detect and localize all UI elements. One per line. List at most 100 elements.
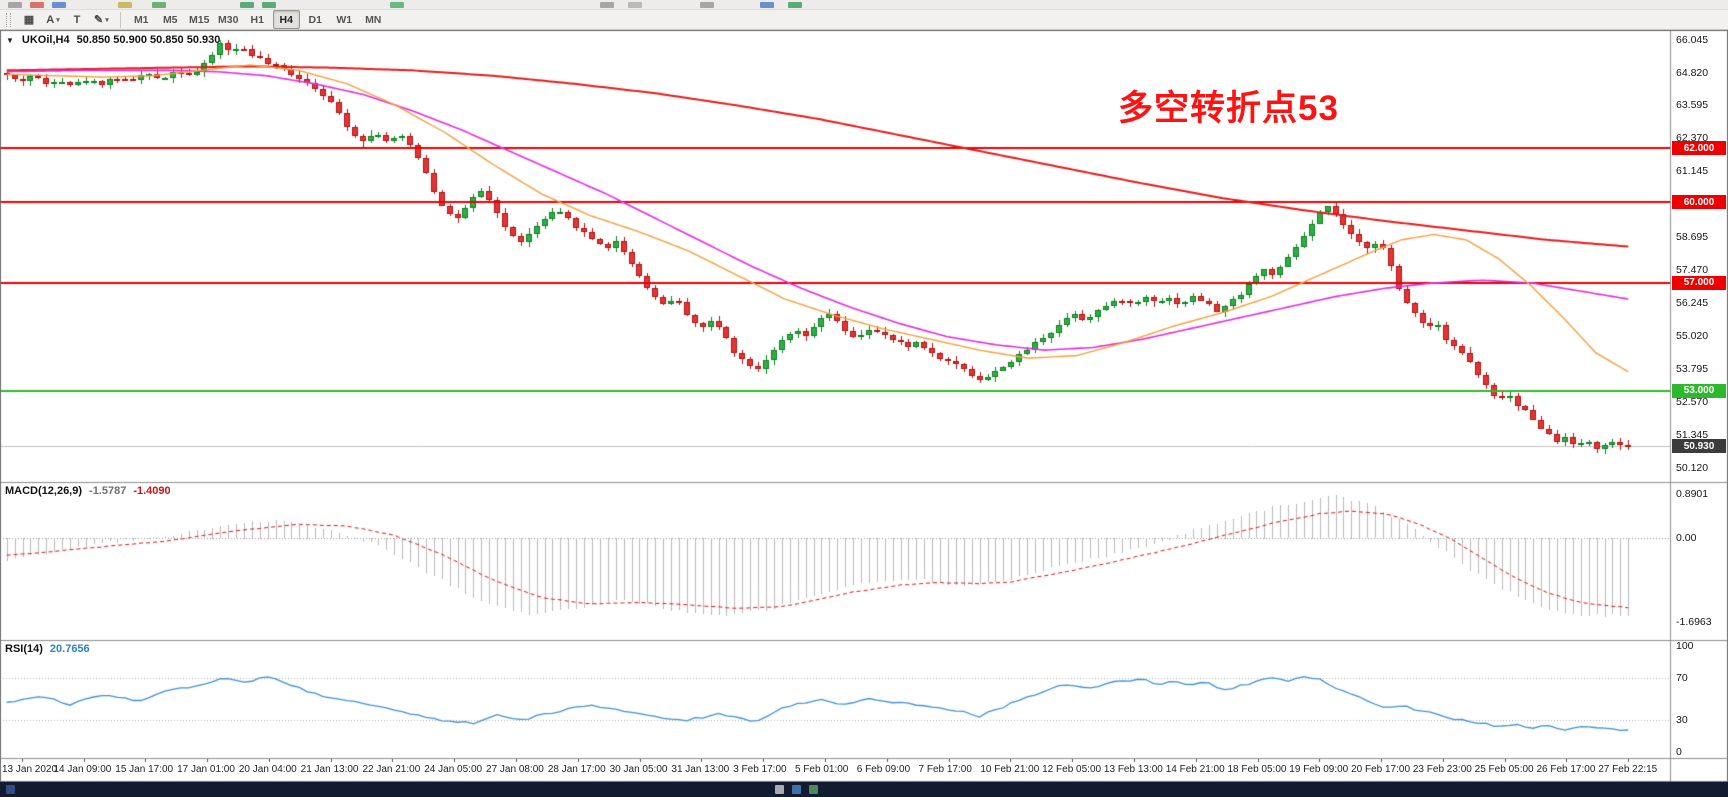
- time-axis-label: 31 Jan 13:00: [671, 764, 730, 775]
- price-axis-label: 57.470: [1676, 264, 1709, 277]
- toolbar-row-line-studies: ▦ A ▾ T ✎ ▾ M1 M5 M15 M30 H1 H4 D1 W1 MN: [0, 9, 1728, 30]
- draw-tool-icon: ✎: [94, 14, 104, 26]
- rsi-scale-label: 30: [1676, 714, 1688, 727]
- taskbar-icon[interactable]: [809, 785, 818, 794]
- time-axis-label: 20 Jan 04:00: [238, 764, 297, 775]
- timeframe-button-M30[interactable]: M30: [215, 10, 242, 29]
- price-axis-label: 64.820: [1676, 66, 1709, 79]
- toolbar: ▦ A ▾ T ✎ ▾ M1 M5 M15 M30 H1 H4 D1 W1 MN: [0, 0, 1728, 30]
- toolbar-row-clipped-icons: [0, 0, 1728, 10]
- label-tool-icon: T: [73, 13, 81, 26]
- clipped-toolbar-icon-fragment: [700, 2, 714, 8]
- macd-signal-value: -1.4090: [133, 485, 171, 497]
- text-tool-icon: A: [46, 13, 55, 26]
- price-chart-canvas[interactable]: [0, 30, 1728, 782]
- text-tool-button[interactable]: A ▾: [42, 10, 64, 29]
- timeframe-button-H4[interactable]: H4: [272, 10, 300, 29]
- timeframe-button-M1[interactable]: M1: [128, 10, 155, 29]
- price-axis-label: 63.595: [1676, 99, 1709, 112]
- current-price-badge: 50.930: [1672, 439, 1726, 454]
- time-axis-label: 14 Feb 21:00: [1165, 764, 1225, 775]
- dropdown-arrow-icon: ▾: [105, 16, 109, 24]
- timeframe-button-H1[interactable]: H1: [244, 10, 271, 29]
- clipped-toolbar-icon-fragment: [788, 2, 802, 8]
- timeframe-button-M15[interactable]: M15: [186, 10, 213, 29]
- taskbar-icon[interactable]: [6, 785, 15, 794]
- time-axis-label: 30 Jan 05:00: [609, 764, 668, 775]
- toolbar-separator: [119, 11, 121, 28]
- clipped-toolbar-icon-fragment: [600, 2, 614, 8]
- time-axis-label: 13 Jan 2020: [2, 764, 58, 775]
- time-axis-label: 10 Feb 21:00: [980, 764, 1040, 775]
- time-axis-label: 14 Jan 09:00: [53, 764, 112, 775]
- hline-price-badge: 60.000: [1672, 195, 1726, 210]
- time-axis-label: 23 Feb 23:00: [1412, 764, 1472, 775]
- hline-price-badge: 53.000: [1672, 383, 1726, 398]
- rsi-indicator-label: RSI(14) 20.7656: [5, 643, 90, 655]
- hatch-grid-tool-button[interactable]: ▦: [18, 10, 40, 29]
- price-axis-label: 55.020: [1676, 330, 1709, 343]
- draw-tool-button[interactable]: ✎ ▾: [90, 10, 113, 29]
- chart-symbol-label: ▼ UKOil,H4 50.850 50.900 50.850 50.930: [6, 34, 220, 46]
- time-axis-label: 18 Feb 05:00: [1227, 764, 1287, 775]
- timeframe-button-group: M1 M5 M15 M30 H1 H4 D1 W1 MN: [127, 10, 388, 29]
- time-axis-label: 7 Feb 17:00: [918, 764, 972, 775]
- macd-scale-label: 0.8901: [1676, 488, 1709, 501]
- timeframe-button-MN[interactable]: MN: [360, 10, 387, 29]
- timeframe-button-M5[interactable]: M5: [157, 10, 184, 29]
- clipped-toolbar-icon-fragment: [390, 2, 404, 8]
- hatch-grid-tool-icon: ▦: [23, 14, 35, 26]
- hline-price-badge: 57.000: [1672, 275, 1726, 290]
- time-axis-label: 19 Feb 09:00: [1289, 764, 1349, 775]
- time-axis-label: 6 Feb 09:00: [856, 764, 911, 775]
- rsi-title: RSI(14): [5, 643, 43, 655]
- time-axis-label: 5 Feb 01:00: [794, 764, 849, 775]
- clipped-toolbar-icon-fragment: [52, 2, 66, 8]
- time-axis-label: 28 Jan 17:00: [547, 764, 606, 775]
- price-axis-label: 52.570: [1676, 396, 1709, 409]
- macd-scale-label: 0.00: [1676, 532, 1697, 545]
- clipped-toolbar-icon-fragment: [760, 2, 774, 8]
- time-axis-label: 26 Feb 17:00: [1536, 764, 1596, 775]
- chart-annotation-text: 多空转折点53: [1118, 89, 1339, 128]
- macd-scale-label: -1.6963: [1676, 615, 1712, 628]
- symbol-dropdown-icon[interactable]: ▼: [6, 35, 14, 45]
- rsi-scale-label: 100: [1676, 640, 1694, 652]
- price-axis-label: 51.345: [1676, 429, 1709, 442]
- toolbar-grip[interactable]: [6, 12, 11, 27]
- time-axis-label: 17 Jan 01:00: [177, 764, 235, 775]
- label-tool-button[interactable]: T: [66, 10, 88, 29]
- taskbar-icon[interactable]: [775, 785, 784, 794]
- rsi-scale-label: 70: [1676, 671, 1688, 684]
- timeframe-button-W1[interactable]: W1: [331, 10, 358, 29]
- hline-price-badge: 62.000: [1672, 141, 1726, 156]
- time-axis-label: 27 Jan 08:00: [486, 764, 544, 775]
- time-axis-label: 27 Feb 22:15: [1598, 764, 1658, 775]
- taskbar-icon[interactable]: [792, 785, 801, 794]
- clipped-toolbar-icon-fragment: [262, 2, 276, 8]
- rsi-value: 20.7656: [49, 643, 90, 655]
- time-axis-label: 20 Feb 17:00: [1351, 764, 1411, 775]
- time-axis-label: 21 Jan 13:00: [300, 764, 359, 775]
- time-axis-label: 3 Feb 17:00: [733, 764, 787, 775]
- rsi-scale-label: 0: [1676, 746, 1682, 758]
- time-axis-label: 25 Feb 05:00: [1474, 764, 1534, 775]
- clipped-toolbar-icon-fragment: [240, 2, 254, 8]
- taskbar[interactable]: [0, 782, 1728, 797]
- tool-button-group: ▦ A ▾ T ✎ ▾: [17, 10, 114, 29]
- time-axis-label: 22 Jan 21:00: [362, 764, 421, 775]
- clipped-toolbar-icon-fragment: [152, 2, 166, 8]
- clipped-toolbar-icon-fragment: [30, 2, 44, 8]
- macd-title: MACD(12,26,9): [5, 485, 83, 497]
- price-axis-label: 58.695: [1676, 231, 1709, 244]
- symbol-ohlc-text: 50.850 50.900 50.850 50.930: [76, 34, 221, 46]
- dropdown-arrow-icon: ▾: [56, 16, 60, 24]
- time-axis-label: 15 Jan 17:00: [115, 764, 174, 775]
- price-axis-label: 56.245: [1676, 297, 1709, 310]
- price-axis-label: 50.120: [1676, 462, 1709, 474]
- timeframe-button-D1[interactable]: D1: [302, 10, 329, 29]
- time-axis-label: 13 Feb 13:00: [1103, 764, 1163, 775]
- clipped-toolbar-icon-fragment: [8, 2, 22, 8]
- time-axis-label: 12 Feb 05:00: [1042, 764, 1102, 775]
